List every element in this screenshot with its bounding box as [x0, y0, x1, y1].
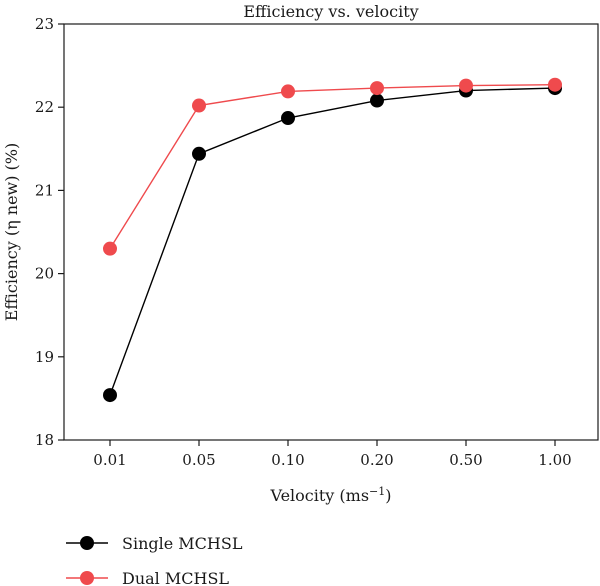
series-line	[109, 84, 556, 250]
y-axis: 18 19 20 21 22 23	[35, 15, 64, 449]
y-axis-label: Efficiency (η new) (%)	[2, 143, 21, 322]
legend-marker	[80, 536, 94, 550]
y-tick-label: 21	[35, 181, 54, 199]
data-point	[281, 111, 295, 126]
data-point	[192, 146, 206, 161]
series-layer	[103, 77, 562, 403]
plot-frame	[63, 23, 599, 441]
y-tick-label: 20	[35, 265, 54, 283]
data-point	[192, 98, 206, 113]
data-point	[281, 84, 295, 99]
y-tick-label: 18	[35, 431, 54, 449]
data-point	[459, 78, 473, 93]
x-tick-label: 0.05	[182, 451, 215, 469]
series-line	[109, 87, 556, 396]
chart-title: Efficiency vs. velocity	[243, 2, 418, 21]
data-point	[370, 93, 384, 108]
data-point	[103, 388, 117, 403]
legend-marker	[80, 571, 94, 585]
x-tick-label: 1.00	[538, 451, 571, 469]
x-axis-label: Velocity (ms−1)	[269, 485, 391, 505]
legend: Single MCHSL Dual MCHSL	[66, 534, 243, 586]
x-axis: 0.01 0.05 0.10 0.20 0.50 1.00	[93, 440, 572, 469]
x-tick-label: 0.50	[449, 451, 482, 469]
y-tick-label: 22	[35, 98, 54, 116]
x-tick-label: 0.10	[271, 451, 304, 469]
y-tick-label: 23	[35, 15, 54, 33]
data-point	[370, 81, 384, 96]
data-point	[103, 241, 117, 256]
legend-label: Single MCHSL	[122, 534, 243, 553]
legend-label: Dual MCHSL	[122, 569, 229, 586]
data-point	[548, 77, 562, 92]
y-tick-label: 19	[35, 348, 54, 366]
x-tick-label: 0.20	[360, 451, 393, 469]
x-tick-label: 0.01	[93, 451, 126, 469]
